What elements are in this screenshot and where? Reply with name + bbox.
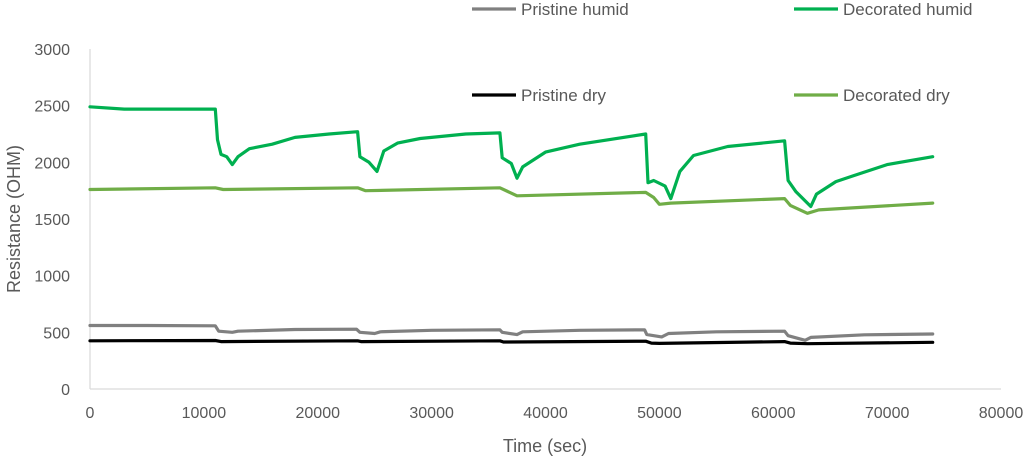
series-lines	[88, 105, 935, 346]
x-tick-label: 70000	[865, 405, 910, 422]
series-line-decorated-humid	[88, 105, 935, 209]
x-tick-label: 0	[86, 405, 95, 422]
legend-label-decorated-humid: Decorated humid	[843, 0, 972, 19]
legend-label-pristine-dry: Pristine dry	[521, 86, 607, 105]
legend-label-pristine-humid: Pristine humid	[521, 0, 629, 19]
x-tick-label: 60000	[751, 405, 796, 422]
y-tick-label: 1500	[34, 212, 70, 229]
x-axis-title: Time (sec)	[503, 436, 587, 456]
series-line-decorated-dry	[88, 186, 935, 215]
series-line-pristine-humid	[88, 323, 935, 342]
series-line-pristine-dry	[88, 338, 935, 346]
legend-label-decorated-dry: Decorated dry	[843, 86, 950, 105]
y-tick-label: 3000	[34, 42, 70, 59]
legend: Pristine humid Decorated humid Pristine dr…	[472, 0, 972, 105]
y-axis-title: Resistance (OHM)	[4, 145, 24, 293]
x-tick-label: 20000	[296, 405, 341, 422]
x-tick-label: 80000	[979, 405, 1024, 422]
y-tick-label: 2000	[34, 155, 70, 172]
y-tick-label: 500	[43, 325, 70, 342]
x-axis-ticks: 0 10000 20000 30000 40000 50000 60000 70000 8000…	[86, 405, 1024, 422]
y-axis-ticks: 0 500 1000 1500 2000 2500 3000	[34, 42, 70, 399]
x-tick-label: 10000	[182, 405, 227, 422]
x-tick-label: 40000	[523, 405, 568, 422]
x-tick-label: 50000	[637, 405, 682, 422]
y-tick-label: 2500	[34, 99, 70, 116]
x-tick-label: 30000	[409, 405, 454, 422]
y-tick-label: 0	[61, 382, 70, 399]
y-tick-label: 1000	[34, 269, 70, 286]
